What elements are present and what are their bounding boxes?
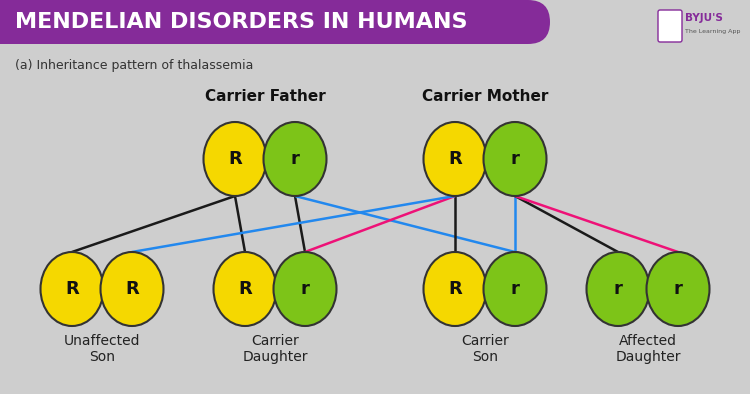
Ellipse shape <box>646 252 710 326</box>
Text: R: R <box>448 150 462 168</box>
FancyBboxPatch shape <box>0 0 550 44</box>
Text: r: r <box>301 280 310 298</box>
Ellipse shape <box>274 252 337 326</box>
Text: R: R <box>65 280 79 298</box>
Text: Carrier Mother: Carrier Mother <box>422 89 548 104</box>
Ellipse shape <box>424 122 487 196</box>
Text: R: R <box>228 150 242 168</box>
Text: r: r <box>511 150 520 168</box>
Text: r: r <box>290 150 299 168</box>
Text: Carrier
Son: Carrier Son <box>461 334 509 364</box>
Text: Carrier
Daughter: Carrier Daughter <box>242 334 308 364</box>
Text: r: r <box>614 280 622 298</box>
Bar <box>0 0 100 44</box>
Ellipse shape <box>484 252 547 326</box>
Text: The Learning App: The Learning App <box>685 28 740 33</box>
Text: R: R <box>238 280 252 298</box>
Ellipse shape <box>484 122 547 196</box>
Ellipse shape <box>214 252 277 326</box>
Ellipse shape <box>586 252 650 326</box>
Ellipse shape <box>424 252 487 326</box>
Ellipse shape <box>100 252 164 326</box>
Text: MENDELIAN DISORDERS IN HUMANS: MENDELIAN DISORDERS IN HUMANS <box>15 12 467 32</box>
Text: r: r <box>674 280 682 298</box>
Ellipse shape <box>40 252 104 326</box>
Text: r: r <box>511 280 520 298</box>
Ellipse shape <box>263 122 326 196</box>
Text: Unaffected
Son: Unaffected Son <box>64 334 140 364</box>
Text: R: R <box>448 280 462 298</box>
FancyBboxPatch shape <box>658 10 682 42</box>
Text: Carrier Father: Carrier Father <box>205 89 326 104</box>
Text: Affected
Daughter: Affected Daughter <box>615 334 681 364</box>
Ellipse shape <box>203 122 266 196</box>
Text: BYJU'S: BYJU'S <box>685 13 723 23</box>
Text: R: R <box>125 280 139 298</box>
Text: (a) Inheritance pattern of thalassemia: (a) Inheritance pattern of thalassemia <box>15 59 254 72</box>
